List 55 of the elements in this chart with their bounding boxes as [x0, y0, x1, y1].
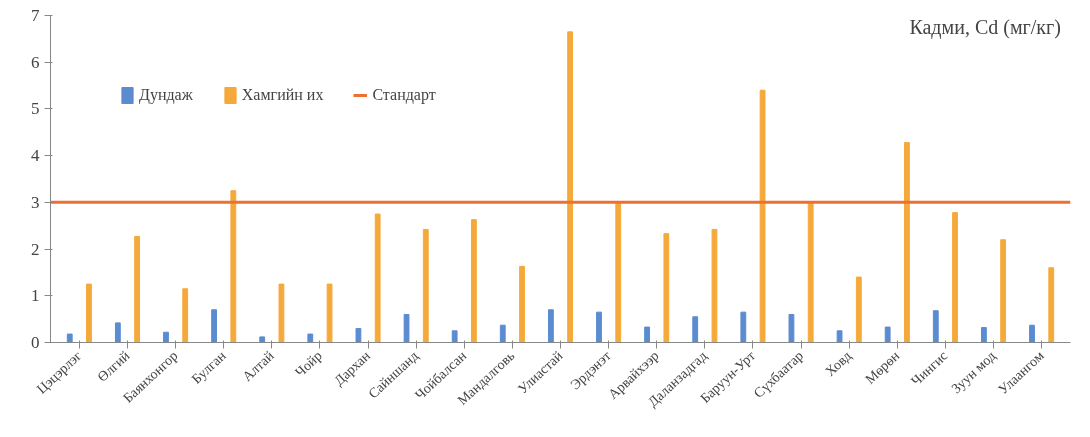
bar: [326, 283, 333, 343]
bar: [855, 276, 862, 343]
bar: [278, 283, 285, 343]
bar: [884, 326, 891, 343]
legend-label: Хамгийн их: [241, 86, 324, 104]
y-tick-label: 2: [31, 239, 40, 259]
bar: [932, 310, 939, 343]
chart-title: Кадми, Cd (мг/кг): [909, 16, 1061, 40]
bar: [451, 330, 458, 343]
bar: [904, 142, 910, 343]
bar: [1048, 267, 1055, 343]
bar: [567, 31, 574, 343]
legend-label: Стандарт: [372, 86, 436, 104]
y-tick-label: 4: [31, 146, 40, 166]
bar: [422, 228, 429, 343]
y-tick-label: 0: [31, 333, 40, 352]
bar: [86, 283, 92, 343]
bar: [307, 333, 314, 343]
bar: [1029, 324, 1035, 343]
bar: [230, 190, 237, 343]
bar: [759, 89, 766, 343]
y-tick-label: 6: [31, 52, 40, 72]
y-tick-label: 5: [31, 99, 40, 119]
y-tick-label: 7: [31, 6, 40, 25]
bar: [182, 288, 189, 343]
bar: [692, 316, 699, 343]
bar: [596, 311, 602, 343]
bar: [952, 212, 958, 343]
bar: [499, 324, 506, 343]
bar: [134, 235, 141, 343]
bar: [740, 311, 747, 343]
bar: [355, 327, 362, 343]
x-tick-label: Чойр: [292, 348, 326, 380]
bar: [470, 219, 477, 343]
bar: [114, 322, 121, 343]
bar: [615, 202, 622, 343]
bar: [259, 336, 266, 343]
bar: [519, 265, 525, 343]
bar: [403, 313, 410, 343]
bar: [663, 233, 670, 343]
bar: [374, 213, 381, 343]
legend-label: Дундаж: [139, 86, 193, 104]
bar: [66, 333, 73, 343]
bar: [711, 228, 718, 343]
bar: [980, 327, 987, 343]
y-tick-label: 1: [31, 286, 40, 306]
bar: [163, 331, 169, 343]
bar: [644, 326, 651, 343]
bar: [1000, 239, 1007, 343]
bar: [807, 201, 814, 343]
y-tick-label: 3: [31, 192, 40, 212]
bar: [836, 330, 843, 343]
bar: [788, 313, 795, 343]
bar: [547, 309, 554, 343]
bar: [211, 309, 217, 343]
